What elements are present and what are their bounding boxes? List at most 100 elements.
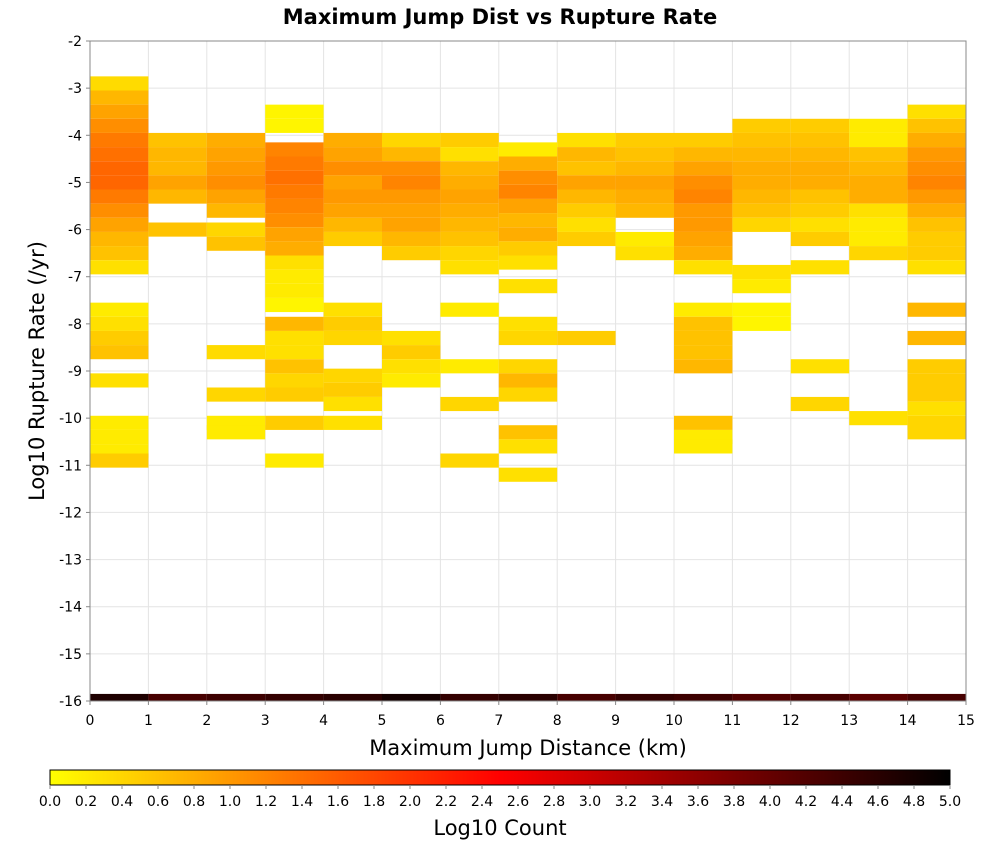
y-tick-label: -6 (68, 223, 82, 239)
heatmap-cell (498, 255, 558, 270)
heatmap-cell (615, 132, 674, 148)
heatmap-cell (323, 147, 382, 162)
colorbar-tick-label: 0.2 (75, 794, 97, 810)
heatmap-cell (674, 330, 733, 346)
heatmap-cell (265, 142, 324, 157)
heatmap-cell (907, 189, 966, 204)
heatmap-cell (557, 231, 616, 247)
heatmap-cell (206, 147, 266, 162)
heatmap-cell (849, 161, 908, 176)
heatmap-cell (90, 429, 149, 445)
heatmap-cell (849, 217, 908, 232)
colorbar-tick-label: 2.2 (435, 794, 457, 810)
heatmap-cell (732, 217, 791, 232)
heatmap-cell (323, 231, 382, 247)
heatmap-cell (557, 189, 616, 204)
heatmap-cell (90, 373, 149, 388)
colorbar-tick-label: 1.4 (291, 794, 313, 810)
heatmap-cell (382, 189, 441, 204)
heatmap-cell (498, 170, 558, 185)
heatmap-cell (674, 316, 733, 331)
heatmap-cell (557, 147, 616, 162)
heatmap-cell (557, 217, 616, 232)
heatmap-cell (907, 330, 966, 346)
heatmap-cell (498, 439, 558, 454)
x-tick-label: 13 (840, 713, 858, 729)
colorbar-tick-label: 0.8 (183, 794, 205, 810)
colorbar-tick-label: 0.4 (111, 794, 133, 810)
heatmap-cell (206, 222, 266, 237)
heatmap-cell (148, 222, 207, 237)
heatmap-cell (382, 246, 441, 261)
heatmap-cell (790, 359, 850, 374)
heatmap-cell (790, 147, 850, 162)
y-tick-label: -15 (59, 647, 82, 663)
x-axis-ticks: 0 1 2 3 4 5 6 7 8 9 10 11 12 13 14 15 (86, 701, 975, 729)
heatmap-cell (90, 316, 149, 331)
heatmap-cell (323, 396, 382, 412)
heatmap-cell (498, 316, 558, 331)
heatmap-cell (265, 213, 324, 228)
colorbar-tick-label: 0.0 (39, 794, 61, 810)
y-tick-label: -10 (59, 411, 82, 427)
heatmap-cell (732, 132, 791, 148)
heatmap-cell (440, 189, 499, 204)
heatmap-cell (440, 396, 499, 412)
heatmap-cell (440, 359, 499, 374)
heatmap-cell (323, 203, 382, 218)
heatmap-cell (907, 231, 966, 247)
heatmap-cell (732, 302, 791, 317)
heatmap-cell (206, 387, 266, 402)
heatmap-cell (674, 147, 733, 162)
heatmap-cell (907, 693, 966, 701)
heatmap-cell (907, 425, 966, 440)
heatmap-cell (790, 203, 850, 218)
heatmap-cell (790, 189, 850, 204)
heatmap-cell (849, 189, 908, 204)
x-tick-label: 11 (723, 713, 741, 729)
x-tick-label: 12 (782, 713, 800, 729)
heatmap-cell (265, 198, 324, 214)
y-tick-label: -7 (68, 270, 82, 286)
heatmap-cell (90, 118, 149, 133)
x-tick-label: 4 (319, 713, 328, 729)
heatmap-cell (907, 359, 966, 374)
heatmap-cell (90, 132, 149, 148)
heatmap-cell (265, 184, 324, 199)
heatmap-cell (790, 161, 850, 176)
y-tick-label: -5 (68, 175, 82, 191)
heatmap-cell (674, 693, 733, 701)
heatmap-cell (557, 203, 616, 218)
heatmap-cell (440, 203, 499, 218)
heatmap-cell (90, 203, 149, 218)
heatmap-cell (849, 147, 908, 162)
heatmap-cell (849, 411, 908, 426)
heatmap-cell (790, 693, 850, 701)
heatmap-cell (907, 161, 966, 176)
x-tick-label: 8 (553, 713, 562, 729)
colorbar-tick-label: 2.0 (399, 794, 421, 810)
heatmap-cell (148, 693, 207, 701)
heatmap-cell (674, 415, 733, 430)
heatmap-cell (265, 453, 324, 468)
heatmap-cell (849, 246, 908, 261)
colorbar-tick-label: 3.0 (579, 794, 601, 810)
heatmap-cell (148, 147, 207, 162)
heatmap-cell (732, 175, 791, 190)
heatmap-cell (615, 175, 674, 190)
heatmap-cell (90, 104, 149, 119)
heatmap-cell (90, 302, 149, 317)
x-tick-label: 2 (202, 713, 211, 729)
heatmap-cell (382, 359, 441, 374)
heatmap-cell (265, 373, 324, 388)
heatmap-cell (265, 269, 324, 284)
heatmap-cell (732, 316, 791, 331)
heatmap-cell (674, 217, 733, 232)
heatmap-cell (265, 387, 324, 402)
heatmap-cell (440, 693, 499, 701)
x-tick-label: 15 (957, 713, 975, 729)
heatmap-cell (323, 316, 382, 331)
heatmap-cell (674, 189, 733, 204)
heatmap-cell (790, 132, 850, 148)
